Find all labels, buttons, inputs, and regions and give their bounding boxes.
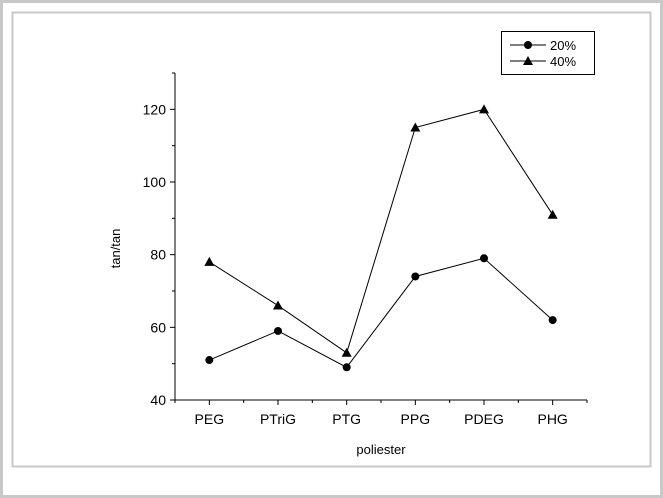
y-tick-label: 60 [150,319,166,335]
x-axis-title: poliester [356,442,406,457]
data-point-circle [342,363,351,372]
data-point-triangle [204,256,215,266]
data-point-circle [274,326,282,335]
legend: 20%40% [501,31,595,75]
data-point-circle [480,254,488,263]
y-tick-label: 120 [143,101,167,117]
data-point-triangle [479,104,489,114]
y-tick-label: 100 [143,174,167,190]
legend-marker [524,41,532,49]
data-point-triangle [273,300,283,310]
x-tick-label: PHG [537,411,567,427]
legend-label: 20% [550,38,576,53]
series-line [209,108,554,354]
legend-box [501,31,595,75]
y-axis-ticks: 40 60 80 100 120 [143,72,175,408]
series-40pct [204,104,558,357]
y-tick-label: 80 [150,247,166,263]
y-axis-title: tan/tan [108,229,123,269]
data-point-triangle [547,209,558,219]
series-layer [204,104,558,372]
data-point-circle [205,356,214,365]
x-tick-label: PEG [195,411,225,427]
data-point-triangle [410,122,421,132]
legend-label: 40% [550,54,576,69]
legend-marker [523,56,533,65]
y-tick-label: 40 [150,392,166,408]
data-point-circle [548,316,557,325]
x-tick-label: PTG [332,411,361,427]
inner-frame [11,11,652,468]
series-20pct [205,254,557,372]
data-point-triangle [341,347,352,357]
x-tick-label: PDEG [464,411,504,427]
x-tick-label: PTriG [260,411,296,427]
x-tick-label: PPG [401,411,431,427]
series-line [209,257,554,368]
data-point-circle [411,272,420,281]
x-axis-ticks: PEG PTriG PTG PPG PDEG PHG [174,400,588,427]
